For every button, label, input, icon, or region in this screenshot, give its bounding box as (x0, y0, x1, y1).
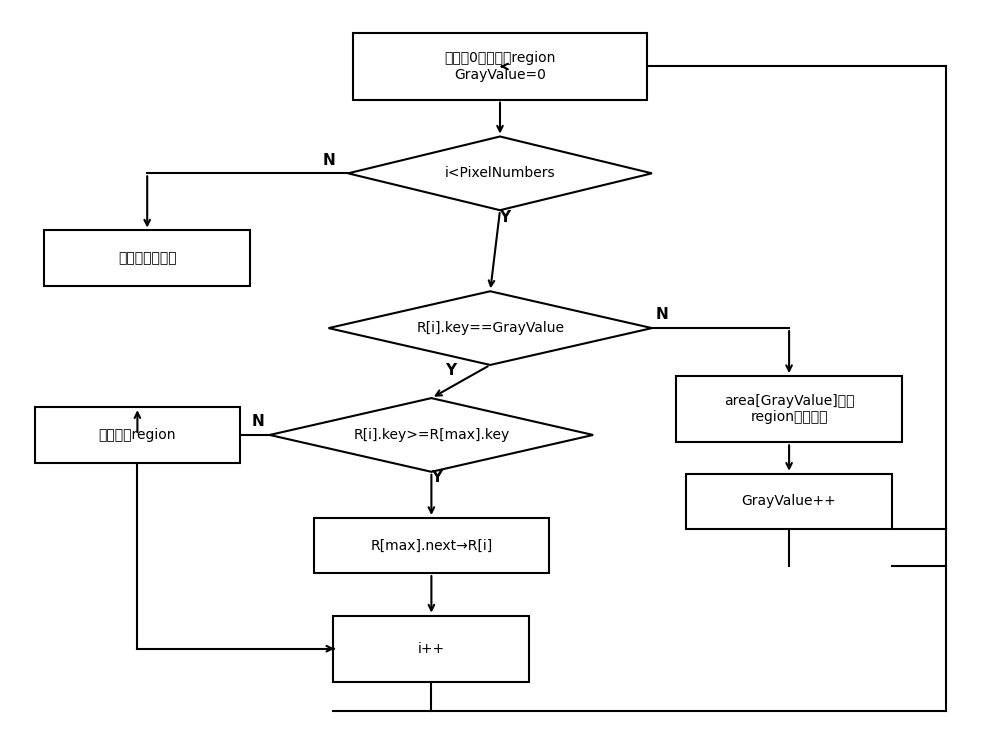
Text: i++: i++ (418, 641, 445, 656)
FancyBboxPatch shape (676, 376, 902, 442)
Text: GrayValue++: GrayValue++ (742, 494, 836, 508)
Text: area[GrayValue]记录
region节点参数: area[GrayValue]记录 region节点参数 (724, 394, 854, 424)
Text: 完成区域树建立: 完成区域树建立 (118, 251, 177, 265)
Text: N: N (252, 414, 264, 429)
Polygon shape (270, 398, 593, 472)
Text: N: N (655, 308, 668, 323)
Text: R[max].next→R[i]: R[max].next→R[i] (370, 538, 493, 553)
FancyBboxPatch shape (35, 408, 240, 462)
FancyBboxPatch shape (353, 33, 647, 99)
Text: 建立新的region: 建立新的region (99, 428, 176, 442)
Text: R[i].key>=R[max].key: R[i].key>=R[max].key (353, 428, 510, 442)
Text: Y: Y (499, 210, 510, 225)
FancyBboxPatch shape (333, 615, 529, 682)
Text: 从灰度0开始建立region
GrayValue=0: 从灰度0开始建立region GrayValue=0 (444, 51, 556, 81)
FancyBboxPatch shape (686, 474, 892, 529)
FancyBboxPatch shape (44, 230, 250, 286)
Text: N: N (322, 153, 335, 168)
Text: R[i].key==GrayValue: R[i].key==GrayValue (416, 321, 564, 335)
Text: Y: Y (431, 470, 442, 485)
Text: i<PixelNumbers: i<PixelNumbers (445, 166, 555, 180)
Polygon shape (328, 291, 652, 365)
Polygon shape (348, 137, 652, 210)
FancyBboxPatch shape (314, 518, 549, 573)
Text: Y: Y (445, 362, 457, 378)
